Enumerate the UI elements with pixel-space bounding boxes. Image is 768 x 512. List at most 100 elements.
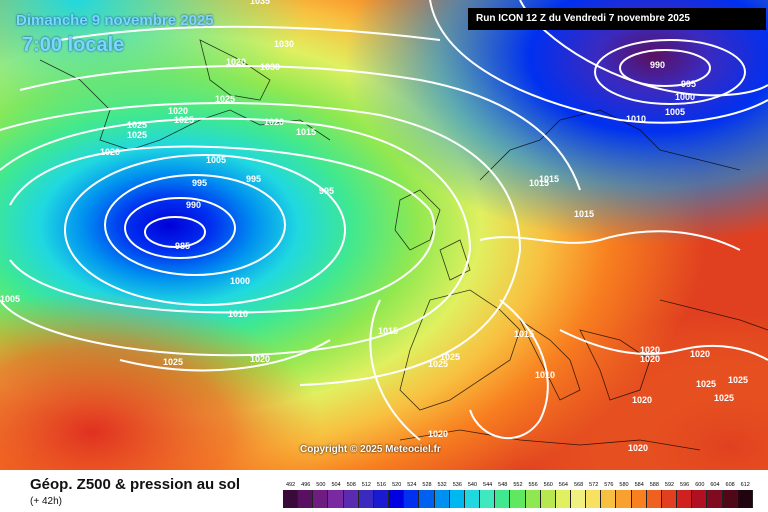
- scale-label: 500: [316, 482, 326, 488]
- color-scale: 492 496 500 504 508 512 516 520 524 528 532 536 540 5…: [283, 480, 753, 508]
- scale-swatch: [419, 490, 435, 508]
- scale-swatch: [434, 490, 450, 508]
- scale-swatch: [495, 490, 511, 508]
- isobar-label: 1000: [230, 276, 250, 286]
- color-scale-swatches: [283, 490, 753, 508]
- scale-label: 608: [725, 482, 735, 488]
- scale-swatch: [677, 490, 693, 508]
- scale-label: 548: [498, 482, 508, 488]
- scale-swatch: [298, 490, 314, 508]
- isobar-label: 1035: [250, 0, 270, 6]
- scale-swatch: [480, 490, 496, 508]
- scale-swatch: [373, 490, 390, 508]
- isobar-label: 1020: [632, 395, 652, 405]
- scale-swatch: [646, 490, 662, 508]
- isobar-label: 1020: [640, 345, 660, 355]
- scale-label: 540: [467, 482, 478, 488]
- scale-label: 572: [589, 482, 599, 488]
- scale-label: 588: [649, 482, 659, 488]
- scale-swatch: [404, 490, 420, 508]
- scale-swatch: [631, 490, 647, 508]
- isobar-label: 1020: [640, 354, 660, 364]
- isobar-label: 1000: [675, 92, 695, 102]
- isobar-label: 1020: [250, 354, 270, 364]
- isobar-label: 1020: [264, 117, 284, 127]
- scale-swatch: [525, 490, 541, 508]
- scale-label: 524: [407, 482, 417, 488]
- scale-swatch: [616, 490, 632, 508]
- isobar-label: 1025: [428, 359, 448, 369]
- scale-swatch: [343, 490, 359, 508]
- isobar-label: 1025: [127, 130, 147, 140]
- isobar-label: 995: [319, 186, 334, 196]
- scale-label: 508: [346, 482, 356, 488]
- isobar-label: 1020: [628, 443, 648, 453]
- isobar-label: 1020: [226, 57, 246, 67]
- isobar-label: 1010: [535, 370, 555, 380]
- scale-swatch: [722, 490, 738, 508]
- scale-swatch: [692, 490, 708, 508]
- isobar-label: 1030: [260, 62, 280, 72]
- forecast-time: 7:00 locale: [22, 34, 125, 56]
- isobar-label: 990: [186, 200, 201, 210]
- isobar-label: 990: [650, 60, 665, 70]
- legend-footer: Géop. Z500 & pression au sol (+ 42h) 492…: [0, 470, 768, 512]
- scale-swatch: [389, 490, 405, 508]
- isobar-label: 1015: [296, 127, 316, 137]
- scale-label: 516: [376, 482, 387, 488]
- scale-label: 504: [331, 482, 341, 488]
- scale-label: 532: [437, 482, 447, 488]
- scale-swatch: [358, 490, 374, 508]
- isobar-label: 1025: [215, 94, 235, 104]
- scale-label: 528: [422, 482, 432, 488]
- scale-swatch: [313, 490, 329, 508]
- isobar-label: 1015: [574, 209, 594, 219]
- isobar-label: 995: [192, 178, 207, 188]
- scale-label: 496: [301, 482, 311, 488]
- isobar-label: 1025: [714, 393, 734, 403]
- scale-label: 592: [664, 482, 675, 488]
- model-run-banner: Run ICON 12 Z du Vendredi 7 novembre 202…: [468, 8, 766, 30]
- scale-swatch: [328, 490, 344, 508]
- isobar-label: 1020: [690, 349, 710, 359]
- scale-label: 576: [604, 482, 614, 488]
- isobar-label: 1010: [626, 114, 646, 124]
- isobar-lines: [0, 0, 768, 440]
- scale-label: 596: [680, 482, 690, 488]
- copyright-notice: Copyright © 2025 Meteociel.fr: [300, 444, 441, 455]
- scale-label: 512: [361, 482, 371, 488]
- scale-swatch: [283, 490, 299, 508]
- scale-label: 564: [558, 482, 568, 488]
- forecast-map: 985 990 995 995 995 1000 1005 1010 1015 …: [0, 0, 768, 470]
- scale-label: 556: [528, 482, 538, 488]
- isobar-label: 1015: [378, 326, 398, 336]
- scale-label: 492: [285, 482, 296, 488]
- scale-label: 544: [483, 482, 493, 488]
- isobar-label: 1015: [529, 178, 549, 188]
- scale-swatch: [555, 490, 571, 508]
- scale-swatch: [449, 490, 465, 508]
- isobar-label: 985: [175, 241, 190, 251]
- scale-swatch: [586, 490, 602, 508]
- scale-label: 580: [619, 482, 629, 488]
- isobar-label: 1025: [728, 375, 748, 385]
- isobar-label: 1015: [539, 174, 559, 184]
- isobar-label: 1020: [100, 147, 120, 157]
- scale-swatch: [737, 490, 753, 508]
- scale-swatch: [510, 490, 526, 508]
- isobar-label: 1020: [428, 429, 448, 439]
- scale-label: 560: [543, 482, 553, 488]
- isobar-label: 1005: [665, 107, 685, 117]
- isobar-label: 1015: [514, 329, 534, 339]
- scale-label: 552: [513, 482, 523, 488]
- scale-label: 536: [452, 482, 462, 488]
- scale-label: 584: [634, 482, 644, 488]
- isobar-label: 1030: [274, 39, 294, 49]
- scale-swatch: [464, 490, 481, 508]
- isobar-label: 1005: [206, 155, 226, 165]
- scale-label: 520: [392, 482, 402, 488]
- isobar-label: 1010: [228, 309, 248, 319]
- chart-title: Géop. Z500 & pression au sol: [30, 476, 241, 493]
- coastlines: [39, 39, 768, 451]
